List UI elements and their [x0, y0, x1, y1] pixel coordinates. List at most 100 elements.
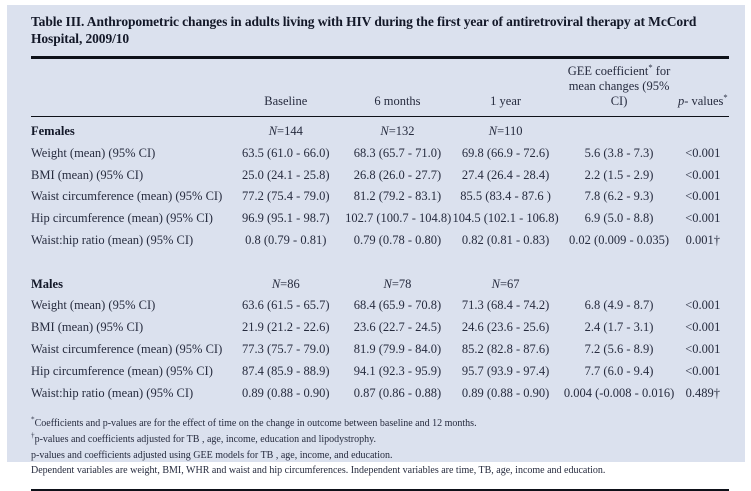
cell-baseline: 63.6 (61.5 - 65.7) — [242, 298, 330, 313]
cell-pvalue: 0.001† — [685, 232, 720, 247]
table-row: Waist:hip ratio (mean) (95% CI) 0.89 (0.… — [31, 382, 729, 404]
p-asterisk: * — [723, 91, 728, 102]
row-label: Weight (mean) (95% CI) — [31, 298, 156, 313]
anthropometric-table: Baseline 6 months 1 year GEE coefficient… — [31, 59, 729, 403]
cell-gee: 2.2 (1.5 - 2.9) — [584, 167, 654, 182]
cell-1year: 71.3 (68.4 - 74.2) — [461, 298, 550, 313]
row-label: Waist circumference (mean) (95% CI) — [31, 189, 223, 204]
row-label: Weight (mean) (95% CI) — [31, 145, 156, 160]
cell-1year: 85.2 (82.8 - 87.6) — [461, 342, 550, 357]
table-row: Hip circumference (mean) (95% CI) 87.4 (… — [31, 360, 729, 382]
table-row: Waist circumference (mean) (95% CI) 77.3… — [31, 338, 729, 360]
footnote-gee-models: p-values and coefficients adjusted using… — [31, 448, 729, 464]
row-label: BMI (mean) (95% CI) — [31, 320, 144, 335]
cell-pvalue: <0.001 — [685, 320, 721, 335]
table-row: BMI (mean) (95% CI) 25.0 (24.1 - 25.8) 2… — [31, 164, 729, 186]
cell-empty — [561, 273, 676, 295]
cell-baseline: 25.0 (24.1 - 25.8) — [242, 167, 330, 182]
cell-pvalue: <0.001 — [685, 189, 721, 204]
n-1year: N=110 — [450, 117, 562, 142]
cell-6months: 94.1 (92.3 - 95.9) — [353, 363, 442, 378]
n-1year: N=67 — [450, 273, 562, 295]
table-title: Table III. Anthropometric changes in adu… — [31, 14, 697, 46]
cell-1year: 104.5 (102.1 - 106.8) — [452, 211, 559, 226]
cell-6months: 81.2 (79.2 - 83.1) — [353, 189, 442, 204]
cell-baseline: 77.3 (75.7 - 79.0) — [242, 342, 330, 357]
footnote-dagger: †p-values and coefficients adjusted for … — [31, 432, 729, 448]
n-value: =110 — [497, 124, 523, 138]
column-header-row: Baseline 6 months 1 year GEE coefficient… — [31, 59, 729, 117]
col-header-1year: 1 year — [449, 59, 562, 117]
footnote-variables: Dependent variables are weight, BMI, WHR… — [31, 463, 729, 479]
cell-empty — [677, 273, 729, 295]
cell-gee: 7.7 (6.0 - 9.4) — [584, 363, 654, 378]
spacer-cell — [31, 251, 729, 273]
cell-6months: 26.8 (26.0 - 27.7) — [353, 167, 442, 182]
row-label: Waist:hip ratio (mean) (95% CI) — [31, 232, 194, 247]
cell-6months: 0.79 (0.78 - 0.80) — [353, 232, 442, 247]
n-value: =132 — [388, 124, 415, 138]
n-symbol: N — [488, 124, 498, 138]
cell-pvalue: <0.001 — [685, 167, 721, 182]
n-value: =144 — [277, 124, 303, 138]
cell-pvalue: 0.489† — [685, 385, 720, 400]
gee-asterisk: * — [648, 61, 653, 72]
n-symbol: N — [491, 276, 500, 291]
p-italic: p — [677, 94, 685, 108]
cell-1year: 24.6 (23.6 - 25.6) — [461, 320, 550, 335]
cell-1year: 69.8 (66.9 - 72.6) — [461, 145, 550, 160]
footnote-text: p-values and coefficients adjusted using… — [31, 449, 393, 461]
n-value: =67 — [500, 276, 520, 291]
cell-pvalue: <0.001 — [685, 298, 721, 313]
row-label: BMI (mean) (95% CI) — [31, 167, 144, 182]
cell-6months: 68.3 (65.7 - 71.0) — [353, 145, 442, 160]
table-row: Hip circumference (mean) (95% CI) 96.9 (… — [31, 207, 729, 229]
cell-pvalue: <0.001 — [685, 342, 721, 357]
gee-header-text2: for — [652, 64, 671, 78]
section-row-males: Males N=86 N=78 N=67 — [31, 273, 729, 295]
section-label: Males — [31, 276, 63, 291]
n-baseline: N=144 — [226, 117, 345, 142]
footnote-text: p-values and coefficients adjusted for T… — [34, 434, 376, 446]
cell-baseline: 21.9 (21.2 - 22.6) — [242, 320, 330, 335]
table-row: Waist:hip ratio (mean) (95% CI) 0.8 (0.7… — [31, 229, 729, 251]
section-spacer — [31, 251, 729, 273]
table-row: BMI (mean) (95% CI) 21.9 (21.2 - 22.6) 2… — [31, 316, 729, 338]
table-row: Waist circumference (mean) (95% CI) 77.2… — [31, 185, 729, 207]
n-6months: N=78 — [345, 273, 450, 295]
n-6months: N=132 — [345, 117, 450, 142]
cell-1year: 0.89 (0.88 - 0.90) — [461, 385, 550, 400]
table-row: Weight (mean) (95% CI) 63.6 (61.5 - 65.7… — [31, 295, 729, 317]
cell-empty — [561, 117, 676, 142]
cell-gee: 0.004 (-0.008 - 0.016) — [563, 385, 675, 400]
cell-gee: 2.4 (1.7 - 3.1) — [584, 320, 654, 335]
n-value: =86 — [280, 276, 300, 291]
row-label: Waist circumference (mean) (95% CI) — [31, 342, 223, 357]
col-header-gee: GEE coefficient* for mean changes (95% CI… — [561, 59, 677, 117]
table-row: Weight (mean) (95% CI) 63.5 (61.0 - 66.0… — [31, 142, 729, 164]
footnote-text: Dependent variables are weight, BMI, WHR… — [31, 465, 606, 477]
cell-gee: 6.8 (4.9 - 8.7) — [584, 298, 654, 313]
cell-baseline: 63.5 (61.0 - 66.0) — [242, 145, 330, 160]
row-label: Hip circumference (mean) (95% CI) — [31, 363, 213, 378]
gee-header-line2: mean changes (95% CI) — [568, 79, 670, 108]
n-symbol: N — [380, 124, 389, 138]
cell-gee: 7.2 (5.6 - 8.9) — [584, 342, 654, 357]
gee-header-text: GEE coefficient — [567, 64, 649, 78]
col-header-baseline: Baseline — [226, 59, 346, 117]
cell-1year: 95.7 (93.9 - 97.4) — [461, 363, 550, 378]
cell-baseline: 77.2 (75.4 - 79.0) — [242, 189, 330, 204]
cell-pvalue: <0.001 — [685, 211, 721, 226]
cell-6months: 81.9 (79.9 - 84.0) — [353, 342, 442, 357]
cell-gee: 5.6 (3.8 - 7.3) — [584, 145, 654, 160]
row-label: Waist:hip ratio (mean) (95% CI) — [31, 385, 194, 400]
cell-1year: 85.5 (83.4 - 87.6 ) — [460, 189, 551, 204]
n-value: =78 — [391, 276, 412, 291]
cell-6months: 0.87 (0.86 - 0.88) — [353, 385, 442, 400]
n-baseline: N=86 — [226, 273, 345, 295]
cell-baseline: 0.89 (0.88 - 0.90) — [242, 385, 330, 400]
n-symbol: N — [271, 276, 281, 291]
n-symbol: N — [268, 124, 278, 138]
cell-gee: 7.8 (6.2 - 9.3) — [584, 189, 654, 204]
cell-pvalue: <0.001 — [685, 145, 721, 160]
